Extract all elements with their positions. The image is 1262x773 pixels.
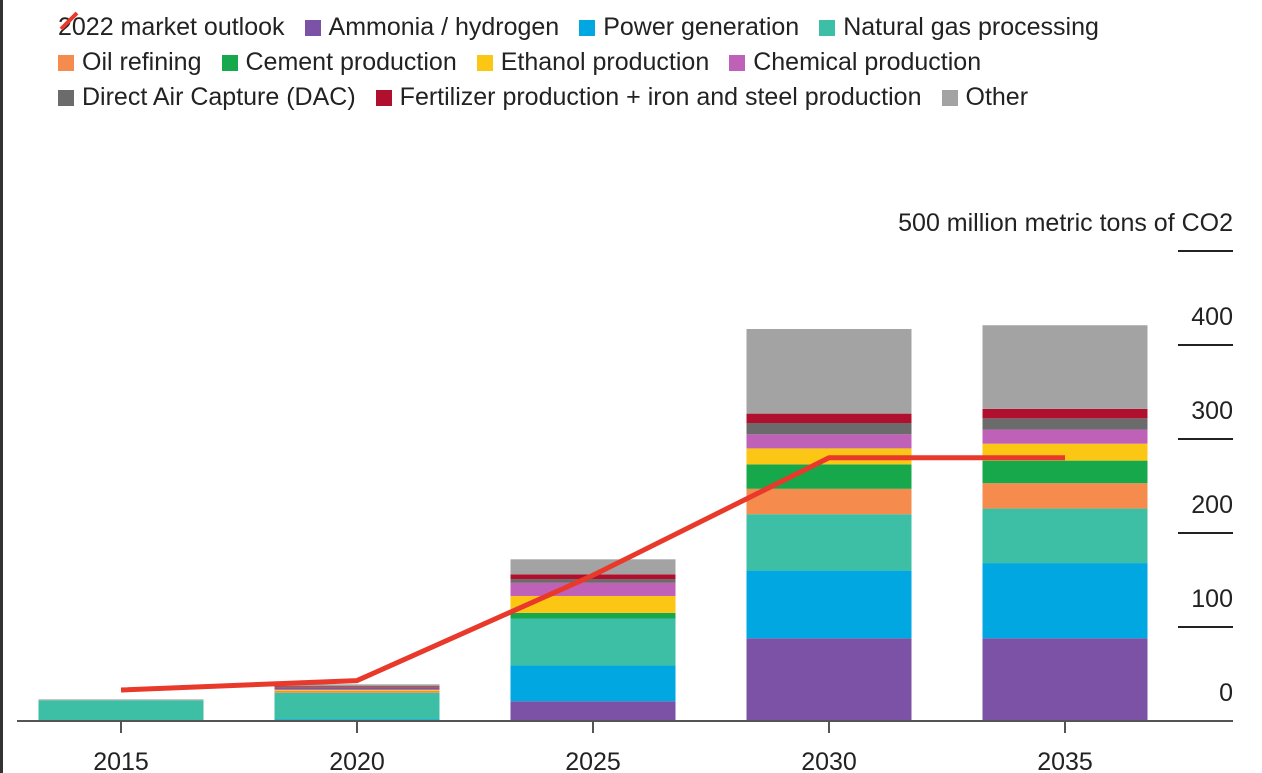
legend-item: 2022 market outlook (58, 11, 285, 42)
legend-item: Natural gas processing (819, 13, 1099, 42)
legend-swatch (58, 54, 74, 71)
bar-segment (274, 686, 440, 688)
bar-segment (746, 413, 912, 424)
legend-line-icon (59, 11, 79, 31)
bar-segment (982, 408, 1148, 419)
bar-segment (510, 701, 676, 721)
legend-item: Ammonia / hydrogen (304, 13, 560, 42)
legend-label: Direct Air Capture (DAC) (82, 83, 356, 111)
legend-swatch (58, 89, 74, 106)
x-tick-label: 2020 (329, 748, 385, 773)
bar-segment (746, 514, 912, 571)
bar-segment (746, 570, 912, 639)
legend-swatch (579, 19, 596, 36)
y-tick-label: 0 (1219, 679, 1233, 707)
legend-swatch (941, 89, 958, 106)
bar-segment (38, 700, 204, 721)
bar-segment (982, 460, 1148, 484)
bar-segment (274, 689, 440, 690)
bar-segment (510, 595, 676, 613)
bar-segment (274, 689, 440, 691)
legend-swatch (221, 54, 238, 71)
legend-item: Power generation (579, 13, 799, 42)
y-tick-label: 300 (1191, 397, 1233, 425)
bar-segment (982, 508, 1148, 564)
bar-segment (510, 559, 676, 575)
x-tick-label: 2035 (1037, 748, 1093, 773)
y-tick-label: 400 (1191, 303, 1233, 331)
legend-label: Cement production (245, 48, 457, 76)
y-tick-label: 100 (1191, 585, 1233, 613)
legend-swatch (729, 54, 746, 71)
bar-segment (982, 563, 1148, 639)
bar-segment (746, 423, 912, 435)
bar-segment (746, 638, 912, 721)
legend-item: Ethanol production (476, 48, 710, 77)
legend-label: Ammonia / hydrogen (328, 13, 560, 41)
x-tick-label: 2025 (565, 748, 621, 773)
legend-item: Cement production (221, 48, 457, 77)
bar-segment (982, 418, 1148, 430)
bar-segment (510, 612, 676, 619)
legend-label: Power generation (603, 13, 800, 41)
bar-segment (38, 699, 204, 701)
legend-item: Direct Air Capture (DAC) (58, 83, 356, 112)
bar-segment (510, 618, 676, 666)
bar-segment (274, 687, 440, 690)
bar-segment (746, 488, 912, 515)
legend-row: Direct Air Capture (DAC) Fertilizer produ… (58, 80, 1262, 115)
legend-swatch (375, 89, 392, 106)
plot: 0 100 200 300 400 500 million metric tons of … (17, 209, 1233, 773)
bar-segment (510, 665, 676, 702)
legend-label: Chemical production (753, 48, 982, 76)
legend-item: Chemical production (729, 48, 981, 77)
x-tick-label: 2030 (801, 748, 857, 773)
bar-segment (982, 429, 1148, 444)
bar-segment (982, 325, 1148, 409)
legend-label: Natural gas processing (843, 13, 1099, 41)
legend-swatch (819, 19, 836, 36)
bar-segment (274, 690, 440, 693)
bar-segment (274, 719, 440, 721)
legend-item: Fertilizer production + iron and steel p… (375, 83, 922, 112)
x-tick-label: 2015 (93, 748, 149, 773)
bar-segment (274, 692, 440, 720)
bar-segment (982, 638, 1148, 721)
legend-label: 2022 market outlook (58, 13, 285, 41)
bar-segment (510, 582, 676, 596)
outlook-line (120, 455, 1065, 693)
bar-segment (746, 329, 912, 414)
legend: 2022 market outlook Ammonia / hydrogen Pow… (58, 10, 1262, 115)
legend-label: Ethanol production (500, 48, 710, 76)
legend-swatch (304, 19, 321, 36)
legend-row: 2022 market outlook Ammonia / hydrogen Pow… (58, 10, 1262, 45)
legend-label: Oil refining (82, 48, 202, 76)
y-tick-label: 200 (1191, 491, 1233, 519)
bar-segment (510, 579, 676, 583)
bar-segment (274, 684, 440, 687)
bar-segment (982, 483, 1148, 509)
legend-row: Oil refining Cement production Ethanol pro… (58, 45, 1262, 80)
legend-label: Fertilizer production + iron and steel p… (399, 83, 922, 111)
y-tick-label: 500 million metric tons of CO2 (898, 209, 1233, 237)
legend-swatch (476, 54, 493, 71)
legend-item: Other (941, 83, 1029, 112)
legend-item: Oil refining (58, 48, 202, 77)
bar-segment (746, 434, 912, 449)
legend-label: Other (965, 83, 1029, 111)
